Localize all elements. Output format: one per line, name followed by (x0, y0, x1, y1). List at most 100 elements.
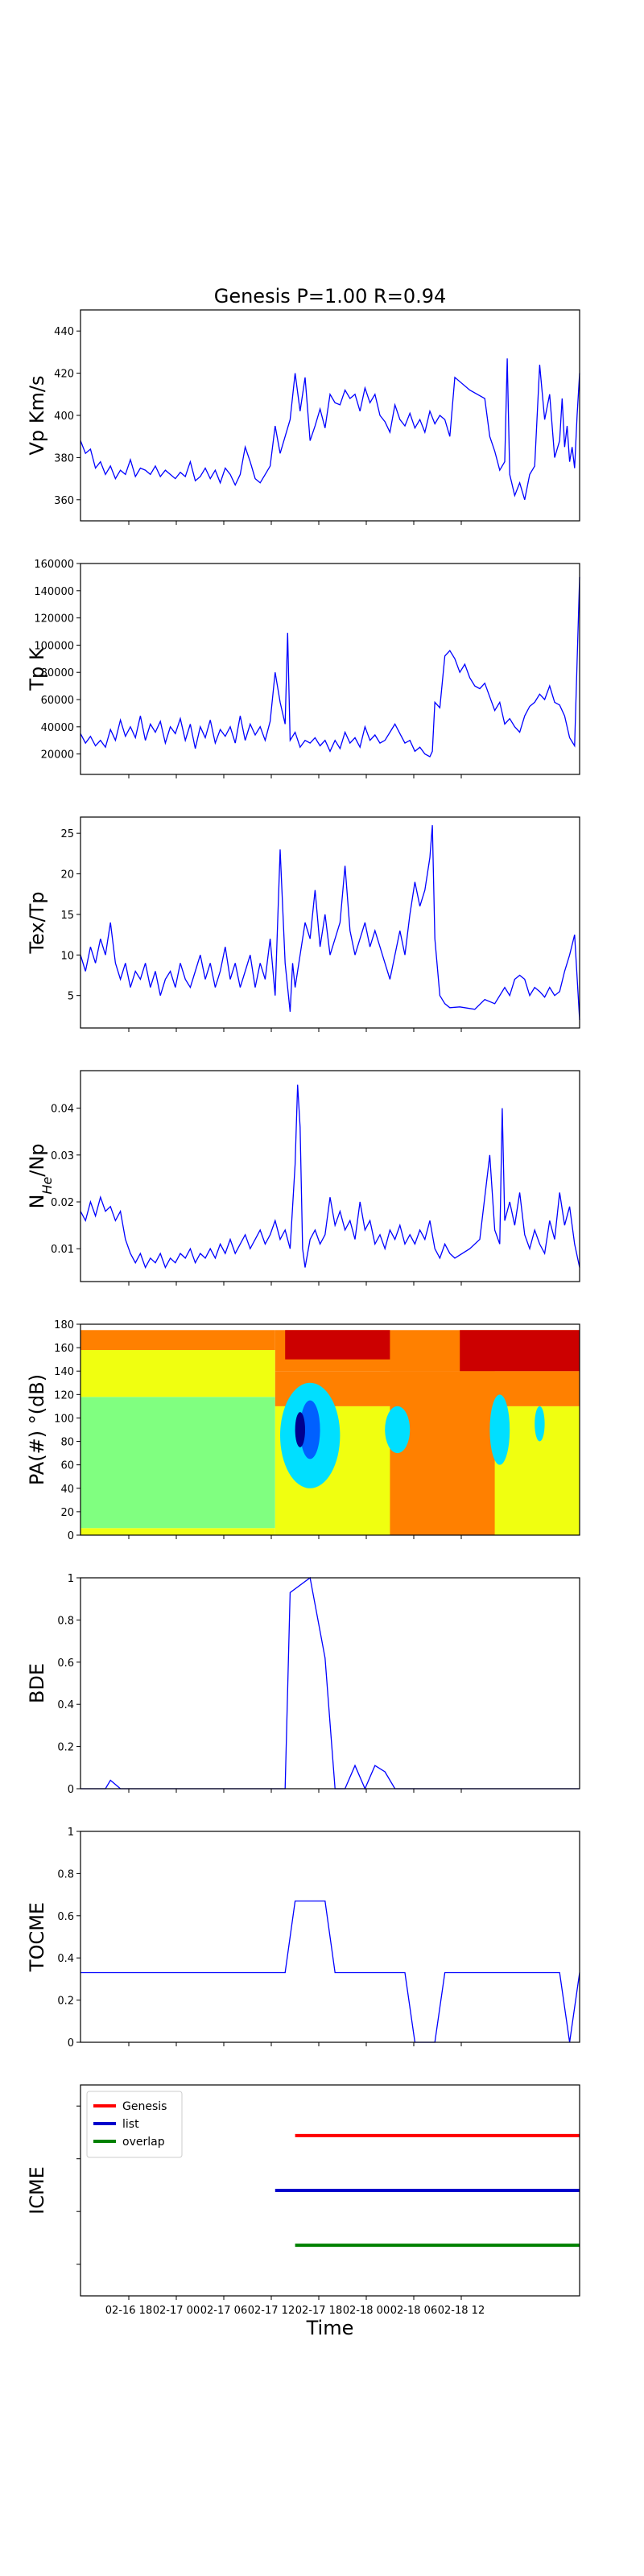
heatmap-cell (80, 1397, 275, 1529)
y-tick-label: 25 (60, 828, 74, 840)
y-axis-label: Tex/Tp (26, 891, 48, 954)
axes-frame (80, 1831, 580, 2043)
y-tick-label: 0.2 (57, 1996, 74, 2008)
y-tick-label: 40000 (41, 722, 74, 734)
y-tick-label: 0.6 (57, 1657, 74, 1670)
axes-frame (80, 1323, 580, 1536)
axes-frame (80, 1070, 580, 1282)
y-tick-label: 40 (60, 1484, 74, 1496)
y-tick-label: 0.8 (57, 1868, 74, 1880)
panel-4: 0 20 40 60 80 100 120 140 160 180 PA(#) °(dB) (26, 1319, 580, 1542)
y-axis-label: TOCME (26, 1902, 48, 1972)
series-line (80, 1576, 580, 1790)
heatmap-cell (390, 1371, 495, 1535)
y-tick-label: 0.4 (57, 1953, 74, 1965)
y-tick-label: 80 (60, 1437, 74, 1449)
y-tick-label: 0 (68, 1530, 74, 1542)
y-tick-label: 0.2 (57, 1742, 74, 1754)
x-tick-label: 02-18 00 (343, 2305, 390, 2317)
y-tick-label: 360 (54, 495, 74, 507)
panel-5: 0 0.2 0.4 0.6 0.8 1 BDE (26, 1573, 580, 1796)
series-line (80, 576, 580, 758)
x-tick-label: 02-18 12 (438, 2305, 485, 2317)
y-tick-label: 80000 (41, 667, 74, 679)
panel-3: 0.01 0.02 0.03 0.04 NHe/Np (26, 1070, 580, 1286)
y-tick-label: 20 (60, 869, 74, 881)
y-axis-label: Vp Km/s (26, 376, 48, 456)
panel-6: 0 0.2 0.4 0.6 0.8 1 TOCME (26, 1827, 580, 2050)
heatmap-blob (385, 1406, 411, 1454)
y-tick-label: 0 (68, 2037, 74, 2050)
y-tick-label: 60000 (41, 695, 74, 707)
y-tick-label: 140 (54, 1366, 74, 1378)
y-axis-label: ICME (26, 2166, 48, 2215)
y-tick-label: 20000 (41, 749, 74, 762)
x-tick-label: 02-17 12 (248, 2305, 295, 2317)
panel-1: 20000 40000 60000 80000 100000 120000 140000 16… (26, 559, 580, 778)
series-line (80, 1900, 580, 2043)
y-tick-label: 1 (68, 1573, 74, 1585)
heatmap-cell (80, 1528, 275, 1535)
axes-frame (80, 1577, 580, 1790)
y-tick-label: 100000 (34, 640, 74, 652)
y-tick-label: 0.02 (51, 1197, 74, 1209)
y-tick-label: 0.04 (51, 1104, 74, 1116)
y-tick-label: 140000 (34, 586, 74, 598)
heatmap-blob (295, 1412, 305, 1447)
panel-2: 5 10 15 20 25 Tex/Tp (26, 816, 580, 1032)
y-tick-label: 400 (54, 411, 74, 423)
y-tick-label: 10 (60, 950, 74, 962)
heatmap-blob (489, 1394, 510, 1465)
heatmap-cell (460, 1330, 580, 1372)
axes-frame (80, 563, 580, 775)
y-tick-label: 100 (54, 1413, 74, 1425)
heatmap-cell (80, 1330, 275, 1351)
y-tick-label: 0.4 (57, 1699, 74, 1711)
y-tick-label: 0.6 (57, 1911, 74, 1923)
x-tick-label: 02-18 06 (390, 2305, 437, 2317)
y-tick-label: 160 (54, 1343, 74, 1355)
panel-0: 360 380 400 420 440 Vp Km/s (26, 309, 580, 525)
y-tick-label: 20 (60, 1507, 74, 1519)
y-tick-label: 0 (68, 1784, 74, 1796)
y-axis-label: Tp K (26, 646, 48, 691)
y-tick-label: 0.8 (57, 1615, 74, 1627)
legend: Genesis list overlap (86, 2091, 183, 2158)
legend-label: Genesis (122, 2100, 167, 2113)
heatmap-blob (535, 1406, 545, 1442)
x-axis-label: Time (306, 2317, 354, 2339)
y-tick-label: 160000 (34, 559, 74, 571)
legend-label: overlap (122, 2136, 165, 2149)
x-tick-label: 02-17 00 (153, 2305, 200, 2317)
legend-label: list (122, 2118, 139, 2131)
y-tick-label: 380 (54, 452, 74, 464)
x-tick-label: 02-17 18 (295, 2305, 342, 2317)
series-line (80, 1084, 580, 1269)
x-tick-label: 02-17 06 (200, 2305, 247, 2317)
y-tick-label: 180 (54, 1319, 74, 1331)
axes-frame (80, 816, 580, 1029)
y-tick-label: 440 (54, 326, 74, 338)
y-tick-label: 120 (54, 1389, 74, 1402)
x-tick-label: 02-16 18 (105, 2305, 152, 2317)
y-tick-label: 1 (68, 1827, 74, 1839)
y-axis-label: NHe/Np (26, 1143, 55, 1208)
y-tick-label: 15 (60, 910, 74, 922)
axes-frame (80, 309, 580, 522)
y-tick-label: 420 (54, 369, 74, 381)
heatmap-cell (80, 1350, 275, 1397)
axes-frame (80, 2084, 580, 2297)
figure-title: Genesis P=1.00 R=0.94 (214, 285, 447, 308)
series-line (80, 825, 580, 1020)
y-axis-label: PA(#) °(dB) (26, 1374, 48, 1485)
heatmap-cell (285, 1330, 390, 1360)
y-tick-label: 5 (68, 991, 74, 1003)
y-tick-label: 60 (60, 1460, 74, 1472)
y-tick-label: 0.03 (51, 1150, 74, 1162)
y-tick-label: 0.01 (51, 1244, 74, 1256)
y-axis-label: BDE (26, 1663, 48, 1703)
heatmap-blob (299, 1400, 320, 1459)
y-tick-label: 120000 (34, 613, 74, 625)
